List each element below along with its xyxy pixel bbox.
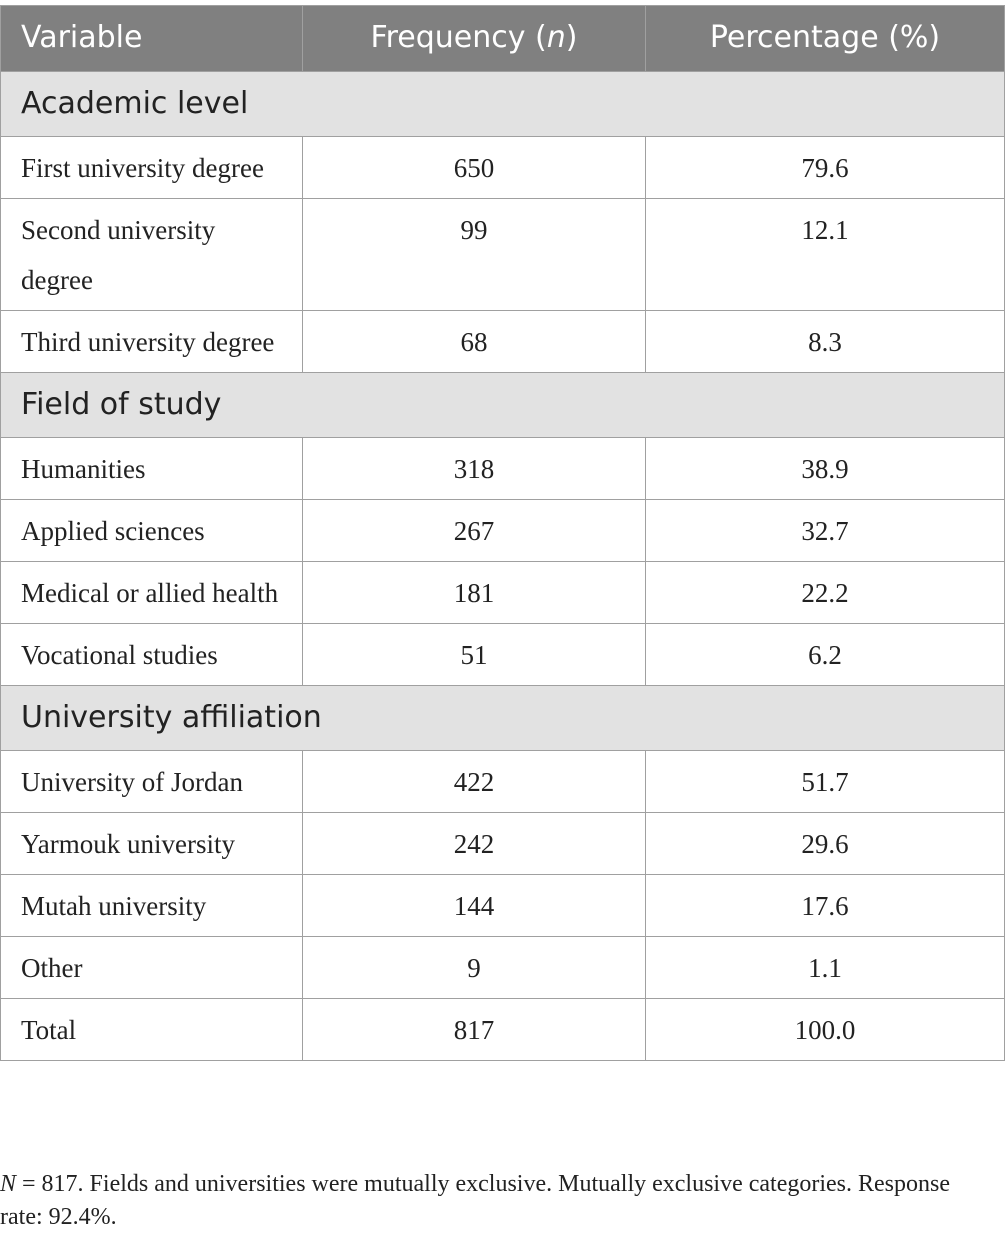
header-italic: n: [546, 20, 566, 55]
row-label: University of Jordan: [0, 750, 303, 813]
cell-value: 51: [302, 623, 646, 686]
header-text: Percentage (%): [709, 20, 941, 55]
data-row: Third university degree 68 8.3: [0, 310, 1005, 373]
cell-value: 12.1: [645, 198, 1005, 311]
cell-value: 144: [302, 874, 646, 937]
row-label: Medical or allied health: [0, 561, 303, 624]
row-label: Total: [0, 998, 303, 1061]
cell-value: 650: [302, 136, 646, 199]
cell-value: 817: [302, 998, 646, 1061]
row-label: Second university degree: [0, 198, 303, 311]
cell-value: 6.2: [645, 623, 1005, 686]
cell-value: 318: [302, 437, 646, 500]
header-text: Variable: [21, 20, 143, 55]
data-table: Variable Frequency (n) Percentage (%) Acad…: [0, 5, 1005, 1061]
header-row: Variable Frequency (n) Percentage (%): [0, 5, 1005, 72]
cell-value: 8.3: [645, 310, 1005, 373]
cell-value: 32.7: [645, 499, 1005, 562]
data-row: Vocational studies 51 6.2: [0, 623, 1005, 686]
data-row: Applied sciences 267 32.7: [0, 499, 1005, 562]
data-row: First university degree 650 79.6: [0, 136, 1005, 199]
cell-value: 68: [302, 310, 646, 373]
cell-value: 79.6: [645, 136, 1005, 199]
row-label: Applied sciences: [0, 499, 303, 562]
table-body: Academic level First university degree 650…: [0, 71, 1005, 1061]
section-title: Field of study: [0, 372, 1005, 438]
cell-value: 17.6: [645, 874, 1005, 937]
cell-value: 422: [302, 750, 646, 813]
footnote: N = 817. Fields and universities were mu…: [0, 1168, 990, 1234]
data-row: Humanities 318 38.9: [0, 437, 1005, 500]
data-row: Mutah university 144 17.6: [0, 874, 1005, 937]
cell-value: 1.1: [645, 936, 1005, 999]
header-cell: Percentage (%): [645, 5, 1005, 72]
header-cell: Frequency (n): [302, 5, 646, 72]
cell-value: 51.7: [645, 750, 1005, 813]
data-row: University of Jordan 422 51.7: [0, 750, 1005, 813]
row-label: Yarmouk university: [0, 812, 303, 875]
header-cell: Variable: [0, 5, 303, 72]
data-row: Medical or allied health 181 22.2: [0, 561, 1005, 624]
section-row: University affiliation: [0, 685, 1005, 751]
row-label: Other: [0, 936, 303, 999]
section-title: University affiliation: [0, 685, 1005, 751]
row-label: Third university degree: [0, 310, 303, 373]
footnote-text: = 817. Fields and universities were mutu…: [0, 1171, 951, 1230]
data-row: Other 9 1.1: [0, 936, 1005, 999]
cell-value: 267: [302, 499, 646, 562]
section-row: Field of study: [0, 372, 1005, 438]
row-label: First university degree: [0, 136, 303, 199]
row-label: Vocational studies: [0, 623, 303, 686]
data-row: Second university degree 99 12.1: [0, 198, 1005, 311]
data-row: Yarmouk university 242 29.6: [0, 812, 1005, 875]
cell-value: 22.2: [645, 561, 1005, 624]
section-title: Academic level: [0, 71, 1005, 137]
footnote-symbol: N: [0, 1171, 17, 1197]
cell-value: 29.6: [645, 812, 1005, 875]
header-text: Frequency (: [370, 20, 547, 55]
header-text: ): [565, 20, 578, 55]
row-label: Humanities: [0, 437, 303, 500]
data-row: Total 817 100.0: [0, 998, 1005, 1061]
cell-value: 9: [302, 936, 646, 999]
section-row: Academic level: [0, 71, 1005, 137]
cell-value: 242: [302, 812, 646, 875]
cell-value: 181: [302, 561, 646, 624]
cell-value: 99: [302, 198, 646, 311]
row-label: Mutah university: [0, 874, 303, 937]
cell-value: 100.0: [645, 998, 1005, 1061]
cell-value: 38.9: [645, 437, 1005, 500]
